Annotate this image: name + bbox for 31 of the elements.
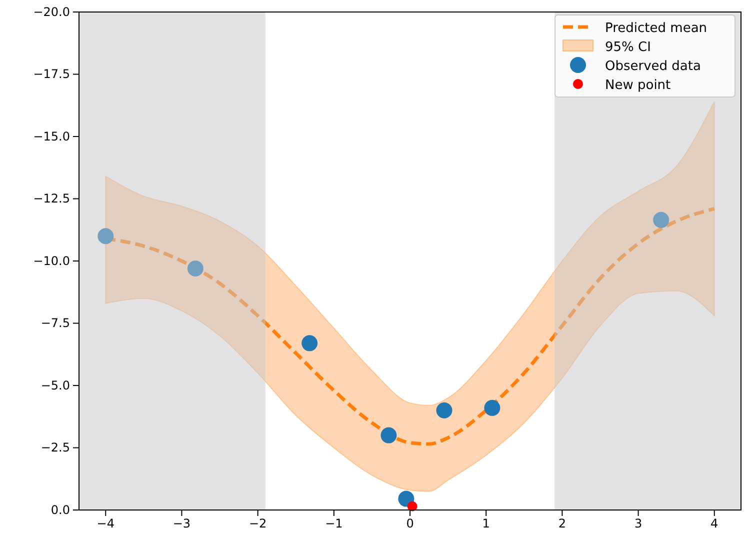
- legend-label: Predicted mean: [605, 21, 708, 36]
- x-tick-label: 1: [482, 516, 490, 531]
- y-tick-label: −12.5: [33, 192, 70, 206]
- point: [380, 427, 397, 444]
- point: [187, 260, 204, 276]
- legend-label: 95% CI: [605, 40, 651, 55]
- y-tick-label: −5.0: [40, 378, 70, 392]
- x-tick-label: −3: [172, 516, 191, 531]
- x-tick-label: −2: [248, 516, 267, 531]
- point: [653, 212, 670, 228]
- y-tick-label: −15.0: [33, 129, 70, 144]
- x-tick-label: 0: [406, 516, 414, 531]
- y-tick-label: 0.0: [50, 502, 70, 517]
- x-tick-label: 3: [634, 516, 642, 531]
- legend-label: New point: [605, 78, 671, 93]
- y-tick-label: −7.5: [40, 316, 70, 330]
- point: [436, 402, 452, 418]
- y-tick-label: −20.0: [33, 4, 70, 19]
- x-tick-label: 4: [710, 516, 718, 531]
- point: [407, 501, 418, 512]
- x-tick-label: 2: [558, 516, 566, 531]
- y-tick-label: −17.5: [33, 67, 70, 82]
- point: [398, 490, 414, 507]
- point: [302, 335, 318, 352]
- x-tick-label: −4: [96, 516, 114, 531]
- y-tick-label: −10.0: [33, 254, 70, 268]
- legend-label: Observed data: [605, 59, 701, 74]
- x-tick-label: −1: [325, 516, 343, 531]
- point: [98, 228, 114, 244]
- point: [484, 400, 500, 416]
- y-tick-label: −2.5: [40, 440, 70, 455]
